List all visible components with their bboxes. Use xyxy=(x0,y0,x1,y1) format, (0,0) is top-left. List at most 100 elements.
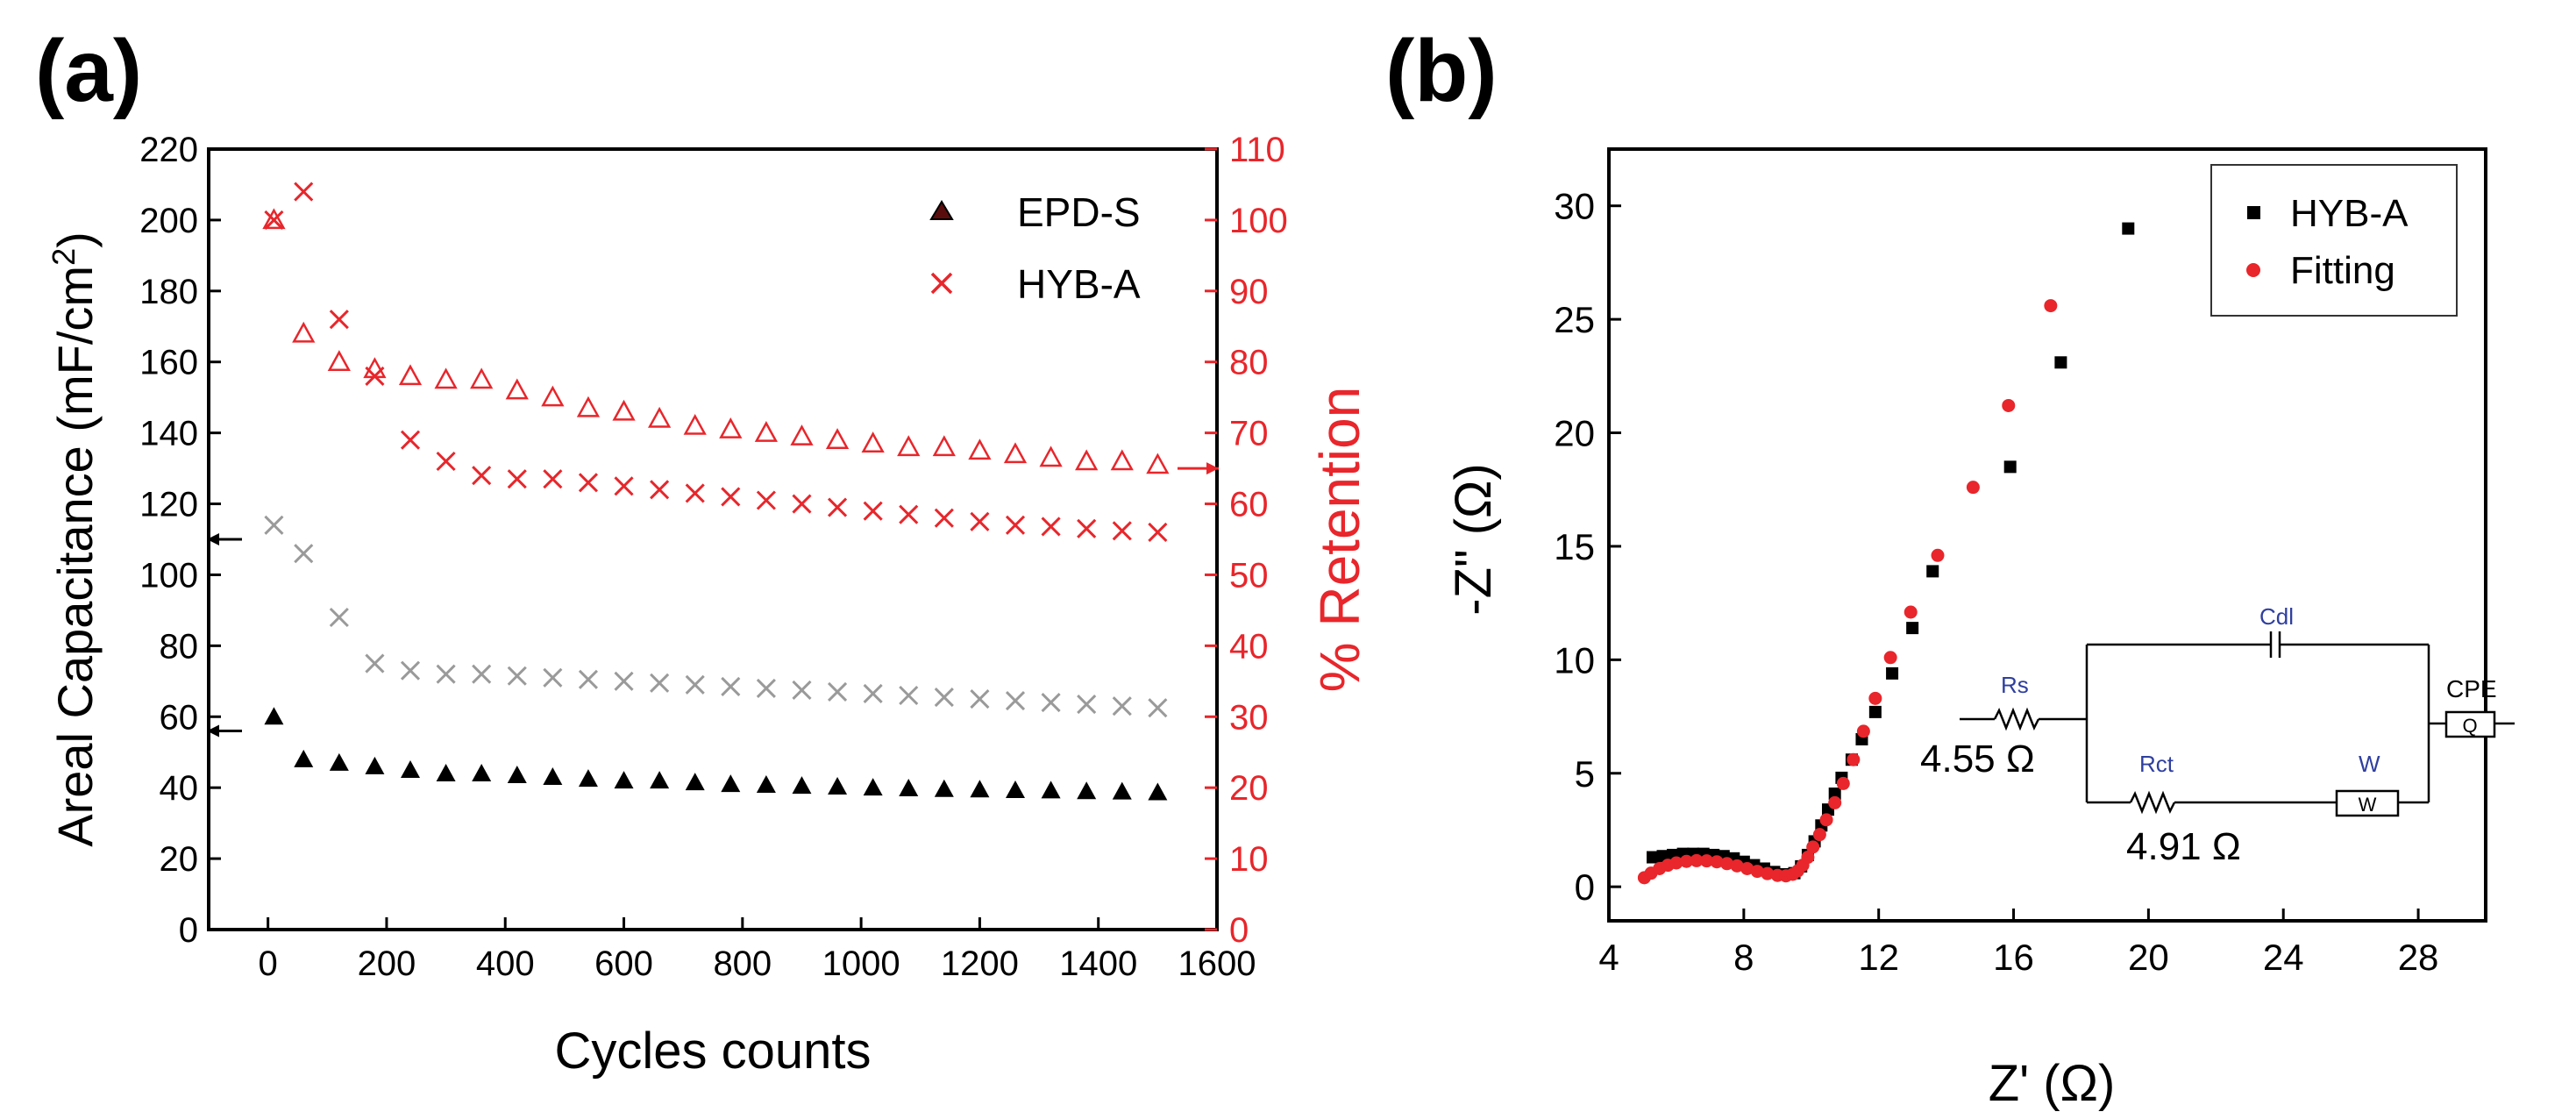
epd-s-retention-point xyxy=(541,385,565,407)
w-label: W xyxy=(2359,751,2380,777)
fitting-point xyxy=(1847,752,1861,766)
epd-s-capacitance-point xyxy=(863,778,883,796)
hyb-a-retention-point xyxy=(1077,518,1097,538)
hyb-a-capacitance-point xyxy=(329,607,349,628)
equivalent-circuit-labels: Rs 4.55 Ω Cdl Rct 4.91 Ω W W CPE Q xyxy=(1920,603,2497,868)
y-tick-label: 160 xyxy=(139,344,198,382)
panel-a: (a) 0 200 400 600 800 1000 1200 1400 16000204060… xyxy=(35,22,1371,1080)
epd-s-capacitance-point xyxy=(507,766,527,784)
panel-b-legend: HYB-A Fitting xyxy=(2210,164,2458,317)
epd-s-capacitance-point xyxy=(934,779,954,797)
y-tick-label: 60 xyxy=(160,698,199,737)
epd-s-retention-point xyxy=(932,435,956,457)
epd-s-retention-point xyxy=(505,378,529,400)
x-tick-label: 0 xyxy=(259,944,278,983)
y-tick-label: 20 xyxy=(1554,413,1595,454)
panel-a-legend: EPD-S HYB-A xyxy=(929,189,1141,307)
fitting-point xyxy=(1806,840,1820,854)
legend-hyb-a-label: HYB-A xyxy=(1017,261,1141,307)
epd-s-capacitance-point xyxy=(365,756,385,774)
hyb-a-point xyxy=(2003,460,2017,474)
epd-s-capacitance-point xyxy=(1077,781,1097,800)
rs-resistor-symbol xyxy=(1993,707,2040,731)
y2-tick-label: 80 xyxy=(1229,344,1269,382)
hyb-a-retention-point xyxy=(543,469,563,489)
epd-s-retention-point xyxy=(825,428,850,449)
hyb-a-retention-point xyxy=(294,182,314,202)
hyb-a-capacitance-point xyxy=(650,673,670,693)
rct-label: Rct xyxy=(2139,751,2174,777)
y2-tick-label: 10 xyxy=(1229,840,1269,879)
hyb-a-capacitance-point xyxy=(827,681,848,702)
hyb-a-retention-point xyxy=(756,490,776,510)
arrow-epd-s-capacitance-head xyxy=(207,724,219,738)
hyb-a-point xyxy=(1868,705,1882,718)
panel-b-plot-frame xyxy=(1607,147,2487,923)
hyb-a-capacitance-point xyxy=(578,669,599,689)
w-box-label: W xyxy=(2359,794,2377,816)
y-tick-label: 180 xyxy=(139,273,198,311)
epd-s-capacitance-point xyxy=(436,764,456,781)
x-tick-label: 24 xyxy=(2263,937,2304,978)
x-tick-label: 1600 xyxy=(1178,944,1256,983)
fitting-point xyxy=(1700,854,1714,868)
hyb-a-retention-point xyxy=(1148,522,1168,542)
legend-hyb-a-marker xyxy=(2247,206,2260,219)
hyb-a-capacitance-point xyxy=(1041,693,1061,713)
epd-s-retention-point xyxy=(1075,449,1099,471)
hyb-a-capacitance-point xyxy=(934,687,954,708)
hyb-a-retention-point xyxy=(899,504,919,524)
epd-s-capacitance-point xyxy=(970,780,990,798)
hyb-a-capacitance-point xyxy=(756,678,776,698)
x-tick-label: 8 xyxy=(1733,937,1754,978)
hyb-a-retention-point xyxy=(970,511,990,531)
panel-a-label: (a) xyxy=(35,22,142,120)
rct-resistor-symbol xyxy=(2129,790,2176,815)
y2-tick-label: 110 xyxy=(1229,131,1285,169)
hyb-a-capacitance-point xyxy=(970,688,990,709)
fitting-point xyxy=(1710,855,1724,869)
y-tick-label: 25 xyxy=(1554,299,1595,340)
y2-tick-label: 20 xyxy=(1229,769,1269,808)
legend-hyb-a-label: HYB-A xyxy=(2290,192,2409,235)
hyb-a-retention-point xyxy=(934,508,954,528)
rct-value: 4.91 Ω xyxy=(2126,825,2241,868)
y2-tick-label: 50 xyxy=(1229,556,1269,595)
legend-epd-s-label: EPD-S xyxy=(1017,189,1141,235)
hyb-a-capacitance-point xyxy=(1077,695,1097,715)
epd-s-retention-point xyxy=(1146,453,1170,474)
fitting-point xyxy=(1883,651,1897,665)
hyb-a-point xyxy=(2054,356,2067,369)
hyb-a-retention-point xyxy=(721,487,741,507)
fitting-point xyxy=(1679,854,1693,868)
epd-s-retention-point xyxy=(398,364,423,386)
epd-s-retention-point xyxy=(968,438,992,460)
equivalent-circuit-inset xyxy=(1960,631,2515,817)
epd-s-capacitance-point xyxy=(543,767,563,786)
panel-b-data-points xyxy=(1637,222,2135,885)
hyb-a-retention-point xyxy=(614,476,634,496)
y-tick-label: 0 xyxy=(1575,866,1595,908)
epd-s-capacitance-point xyxy=(1006,780,1025,799)
hyb-a-capacitance-point xyxy=(507,666,527,686)
y-tick-label: 80 xyxy=(160,627,199,666)
hyb-a-retention-point xyxy=(472,466,492,486)
hyb-a-retention-point xyxy=(400,430,421,450)
cpe-box-label: Q xyxy=(2462,715,2477,737)
arrow-retention-head xyxy=(1206,462,1219,475)
fitting-point xyxy=(1801,851,1815,865)
epd-s-retention-point xyxy=(1110,449,1134,471)
epd-s-retention-point xyxy=(719,417,743,438)
epd-s-capacitance-point xyxy=(756,774,776,793)
cdl-label: Cdl xyxy=(2259,603,2294,630)
x-tick-label: 16 xyxy=(1993,937,2034,978)
y-tick-label: 200 xyxy=(139,202,198,240)
hyb-a-point xyxy=(2122,222,2135,235)
hyb-a-capacitance-point xyxy=(472,664,492,684)
y2-tick-label: 0 xyxy=(1229,911,1249,950)
panel-a-y2label: % Retention xyxy=(1308,387,1371,693)
epd-s-capacitance-point xyxy=(614,771,634,789)
hyb-a-retention-point xyxy=(685,483,705,503)
y-tick-label: 120 xyxy=(139,486,198,524)
epd-s-capacitance-point xyxy=(650,771,670,789)
